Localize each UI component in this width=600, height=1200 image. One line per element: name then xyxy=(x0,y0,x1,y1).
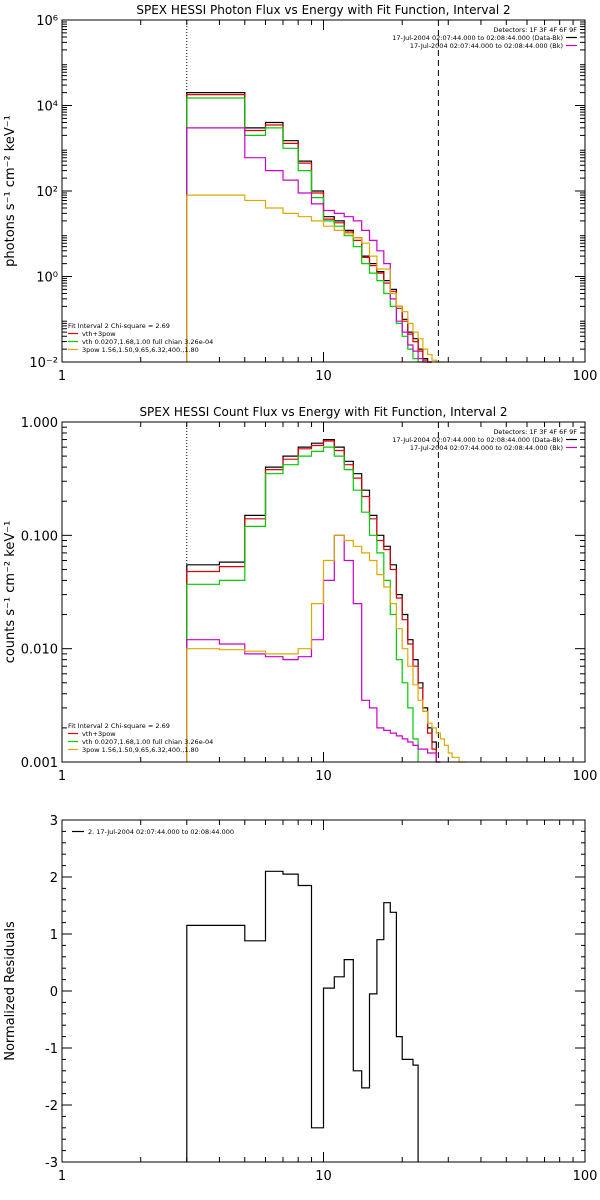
y-tick-label: -1 xyxy=(45,1042,58,1057)
legend-entry: 17-Jul-2004 02:07:44.000 to 02:08:44.000… xyxy=(392,436,563,444)
y-tick-label: 0.100 xyxy=(21,529,58,544)
legend-entry: vth+3pow xyxy=(82,730,116,738)
count-plot-frame xyxy=(61,421,586,763)
photon-panel: SPEX HESSI Photon Flux vs Energy with Fi… xyxy=(3,3,597,384)
y-tick-label: 3 xyxy=(50,814,58,829)
legend-entry: 17-Jul-2004 02:07:44.000 to 02:08:44.000… xyxy=(410,42,563,50)
x-tick-label: 100 xyxy=(573,1169,598,1184)
count-series-3 xyxy=(186,534,437,762)
count-ylabel: counts s⁻¹ cm⁻² keV⁻¹ xyxy=(3,521,18,664)
count-series-4 xyxy=(186,534,466,763)
residuals-series-0 xyxy=(186,870,419,1162)
photon-series-1 xyxy=(186,94,432,363)
y-tick-label: -2 xyxy=(45,1099,58,1114)
photon-series-2 xyxy=(186,97,428,363)
legend-entry: 17-Jul-2004 02:07:44.000 to 02:08:44.000… xyxy=(392,34,563,42)
count-y-minor-ticks xyxy=(62,426,585,729)
photon-legend-header: Detectors: 1F 3F 4F 6F 9F xyxy=(493,26,577,34)
count-fit-legend-header: Fit Interval 2 Chi-square = 2.69 xyxy=(68,722,170,730)
legend-entry: 3pow 1.56,1.50,9.65,6.32,400.,1.80 xyxy=(82,346,199,354)
legend-entry: vth 0.0207,1.68,1.00 full chian 3.26e-04 xyxy=(82,738,213,746)
y-tick-label: 10² xyxy=(36,185,58,200)
y-tick-label: 1.000 xyxy=(21,416,58,431)
count-x-minor-ticks xyxy=(140,422,574,762)
legend-entry: vth 0.0207,1.68,1.00 full chian 3.26e-04 xyxy=(82,338,213,346)
photon-series-0 xyxy=(186,92,432,363)
y-tick-label: 10⁴ xyxy=(36,100,58,115)
y-tick-label: -3 xyxy=(45,1156,58,1171)
count-legend-header: Detectors: 1F 3F 4F 6F 9F xyxy=(493,428,577,436)
photon-series-4 xyxy=(186,194,445,363)
count-panel: SPEX HESSI Count Flux vs Energy with Fit… xyxy=(3,405,597,784)
photon-plot-frame xyxy=(61,19,586,363)
count-series-2 xyxy=(186,446,419,762)
x-tick-label: 1 xyxy=(58,769,66,784)
legend-entry: vth+3pow xyxy=(82,330,116,338)
y-tick-label: 10⁻² xyxy=(29,356,58,371)
x-tick-label: 1 xyxy=(58,369,66,384)
count-series-1 xyxy=(186,440,441,763)
y-tick-label: 2 xyxy=(50,871,58,886)
x-tick-label: 10 xyxy=(315,769,332,784)
photon-ylabel: photons s⁻¹ cm⁻² keV⁻¹ xyxy=(3,115,18,267)
count-title: SPEX HESSI Count Flux vs Energy with Fit… xyxy=(139,405,507,419)
photon-series-3 xyxy=(186,127,432,363)
y-tick-label: 0.001 xyxy=(21,756,58,771)
x-tick-label: 100 xyxy=(573,369,598,384)
legend-entry: 2. 17-Jul-2004 02:07:44.000 to 02:08:44.… xyxy=(88,828,234,836)
photon-title: SPEX HESSI Photon Flux vs Energy with Fi… xyxy=(136,3,510,17)
x-tick-label: 10 xyxy=(315,1169,332,1184)
photon-y-minor-ticks xyxy=(62,21,585,350)
y-tick-label: 10⁰ xyxy=(36,271,58,286)
photon-x-minor-ticks xyxy=(140,20,574,362)
legend-entry: 3pow 1.56,1.50,9.65,6.32,400.,1.80 xyxy=(82,746,199,754)
residuals-x-minor-ticks xyxy=(140,820,574,1162)
x-tick-label: 10 xyxy=(315,369,332,384)
x-tick-label: 1 xyxy=(58,1169,66,1184)
y-tick-label: 10⁶ xyxy=(36,14,58,29)
legend-entry: 17-Jul-2004 02:07:44.000 to 02:08:44.000… xyxy=(410,444,563,452)
residuals-panel: Normalized Residuals 1 10 100 -3 -2 -1 0 1 2 3 2. 1… xyxy=(3,814,597,1184)
y-tick-label: 0.010 xyxy=(21,643,58,658)
residuals-ylabel: Normalized Residuals xyxy=(3,921,18,1061)
x-tick-label: 100 xyxy=(573,769,598,784)
y-tick-label: 0 xyxy=(50,985,58,1000)
residuals-plot-frame xyxy=(61,819,586,1163)
y-tick-label: 1 xyxy=(50,928,58,943)
photon-fit-legend-header: Fit Interval 2 Chi-square = 2.69 xyxy=(68,322,170,330)
